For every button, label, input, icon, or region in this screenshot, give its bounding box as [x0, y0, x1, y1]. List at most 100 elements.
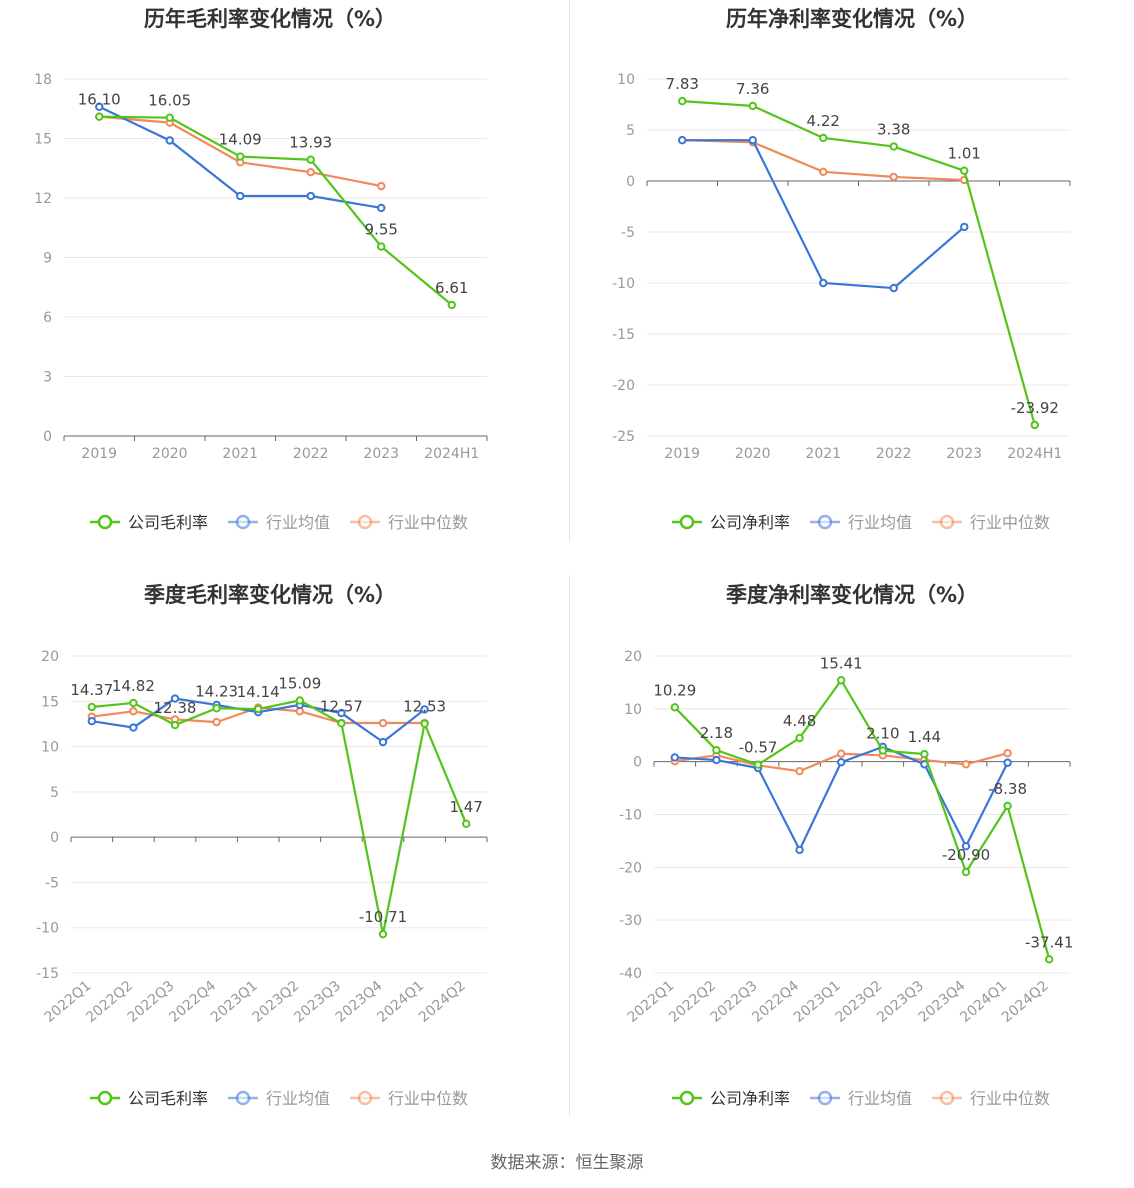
y-tick-label: -25 [612, 429, 635, 445]
x-tick-label: 2024H1 [424, 446, 479, 462]
series-line-avg [682, 139, 965, 290]
data-point-avg [795, 845, 804, 855]
data-label: 1.01 [948, 145, 981, 163]
legend-label: 公司毛利率 [128, 1089, 208, 1108]
legend-item: 行业均值 [228, 513, 330, 532]
data-point-median [837, 749, 846, 758]
y-tick-label: -20 [619, 860, 642, 876]
data-label: 7.83 [666, 75, 699, 93]
data-point-company [961, 867, 971, 877]
legend-item: 公司毛利率 [90, 513, 208, 532]
legend-item: 公司毛利率 [90, 1089, 208, 1108]
x-tick-label: 2022 [876, 446, 912, 462]
data-point-avg [819, 278, 828, 288]
x-tick-label: 2019 [81, 446, 117, 462]
series-line-company [91, 699, 468, 935]
legend-marker [357, 514, 373, 530]
data-point-avg [889, 283, 898, 293]
data-point-company [236, 152, 245, 161]
x-tick-label: 2021 [805, 446, 841, 462]
legend-item: 公司净利率 [672, 513, 790, 532]
legend-label: 公司净利率 [710, 1089, 790, 1108]
data-label: -10.71 [359, 908, 407, 926]
data-label: 15.41 [820, 654, 863, 672]
legend-item: 行业中位数 [932, 513, 1050, 532]
y-tick-label: -10 [36, 921, 59, 937]
data-point-company [295, 696, 304, 705]
quarterly-gross-margin-chart: 季度毛利率变化情况（%）-15-10-5051015202022Q12022Q2… [36, 583, 488, 1108]
data-label: 1.47 [449, 798, 482, 816]
data-point-avg [420, 705, 429, 714]
legend-marker [679, 1090, 695, 1106]
data-point-avg [87, 717, 97, 726]
data-point-company [795, 733, 804, 743]
y-tick-label: 10 [41, 740, 59, 756]
data-point-company [254, 704, 263, 714]
y-tick-label: 0 [50, 830, 59, 846]
series-line-company [682, 100, 1036, 426]
data-label: -0.57 [739, 739, 778, 757]
annual-net-margin-chart: 历年净利率变化情况（%） -25 -20 -15 -10 -5 0 5 10 2019 2020 20… [612, 7, 1071, 532]
legend-item: 公司净利率 [672, 1089, 790, 1108]
data-label: 4.22 [807, 112, 840, 130]
data-label: 14.37 [70, 681, 113, 699]
legend-label: 行业中位数 [970, 513, 1050, 532]
chart-title: 季度净利率变化情况（%） [726, 583, 978, 607]
y-tick-label: -5 [621, 225, 635, 241]
data-point-avg [170, 694, 180, 703]
data-label: -37.41 [1025, 933, 1073, 951]
data-point-company [837, 676, 846, 685]
data-point-median [378, 718, 388, 728]
data-point-median [889, 172, 898, 182]
data-point-avg [378, 737, 388, 747]
data-point-company [337, 719, 346, 728]
data-point-median [795, 766, 804, 776]
data-point-avg [670, 753, 680, 762]
legend-marker [357, 1090, 373, 1106]
data-point-company [95, 112, 104, 121]
data-point-median [819, 167, 828, 177]
data-point-median [212, 717, 221, 727]
divider-top [569, 0, 570, 542]
data-label: 4.48 [783, 712, 816, 730]
annual-gross-margin-chart: 历年毛利率变化情况（%） 0 3 6 9 12 15 18 2019 2020 2021 2022 20… [34, 7, 488, 532]
y-tick-label: 9 [43, 251, 52, 267]
data-label: 2.10 [866, 725, 899, 743]
data-label: -23.92 [1011, 399, 1059, 417]
legend-marker [679, 514, 695, 530]
data-point-company [378, 929, 388, 939]
data-label: 12.38 [154, 699, 197, 717]
y-tick-label: 6 [43, 310, 52, 326]
data-label: 16.05 [148, 92, 191, 110]
data-point-company [748, 101, 757, 111]
y-tick-label: 0 [43, 429, 52, 445]
data-point-company [306, 155, 315, 164]
y-tick-label: 10 [617, 72, 635, 88]
legend-label: 行业均值 [266, 1089, 330, 1108]
data-point-company [170, 720, 180, 730]
y-tick-label: -15 [36, 966, 59, 982]
x-tick-label: 2020 [735, 446, 771, 462]
legend-item: 行业均值 [228, 1089, 330, 1108]
legend-item: 行业中位数 [350, 513, 468, 532]
y-tick-label: -20 [612, 378, 635, 394]
chart-title: 季度毛利率变化情况（%） [144, 583, 396, 607]
x-tick-label: 2022 [293, 446, 329, 462]
data-point-company [753, 760, 763, 769]
data-point-avg [960, 222, 969, 232]
data-point-company [1030, 420, 1039, 430]
series-line-company [674, 678, 1051, 960]
legend-label: 公司毛利率 [128, 513, 208, 532]
y-tick-label: 15 [34, 132, 52, 148]
data-point-avg [236, 191, 245, 201]
y-tick-label: 0 [626, 174, 635, 190]
data-point-company [819, 133, 828, 143]
data-point-company [165, 113, 174, 122]
data-label: 14.23 [195, 682, 238, 700]
data-point-avg [678, 136, 687, 145]
data-source: 数据来源：恒生聚源 [490, 1153, 644, 1173]
data-label: 1.44 [908, 728, 941, 746]
data-point-company [129, 698, 138, 708]
data-label: 3.38 [877, 121, 910, 139]
y-tick-label: -5 [45, 875, 59, 891]
